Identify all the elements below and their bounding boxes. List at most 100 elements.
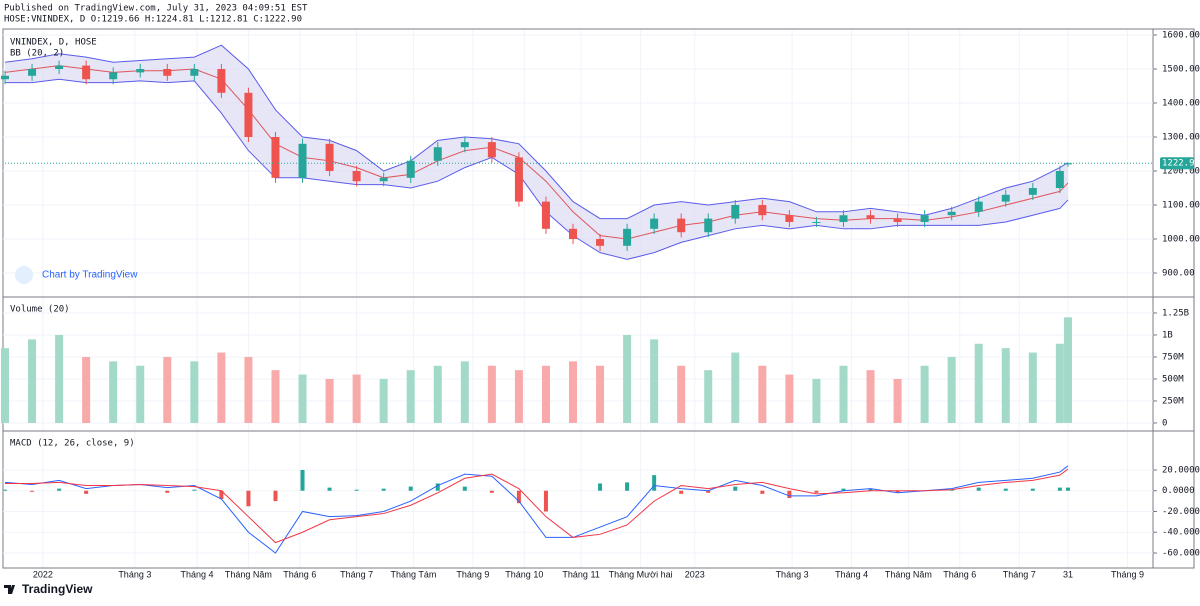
y-tick-label: 1.25B [1162, 308, 1189, 318]
histogram-bar [1057, 487, 1062, 491]
volume-bar [677, 365, 686, 423]
histogram-bar [868, 488, 873, 491]
histogram-bar [516, 490, 521, 504]
histogram-bar [435, 483, 440, 491]
candle-body [974, 201, 983, 212]
candle-body [244, 92, 253, 138]
volume-bar [731, 352, 740, 423]
histogram-bar [1030, 488, 1035, 491]
volume-bar [623, 334, 632, 423]
histogram-bar [543, 490, 548, 512]
y-tick-label: 1600.00 [1162, 30, 1200, 40]
y-tick-label: 1000.00 [1162, 235, 1200, 245]
volume-bar [136, 365, 145, 423]
x-tick-label: 2022 [33, 569, 53, 579]
x-tick-label: Tháng 6 [943, 569, 976, 579]
histogram-bar [273, 490, 278, 502]
y-tick-label: 1300.00 [1162, 133, 1200, 143]
chart-frame [2, 28, 1195, 569]
histogram-bar [760, 490, 765, 494]
volume-bar [190, 361, 199, 423]
histogram-bar [246, 490, 251, 507]
candle-body [785, 215, 794, 223]
volume-bar [596, 365, 605, 423]
volume-bar [1, 348, 9, 423]
published-line: Published on TradingView.com, July 31, 2… [4, 4, 308, 14]
candle-body [136, 69, 145, 73]
candle-body [893, 218, 902, 223]
histogram-bar [814, 490, 819, 493]
volume-bar [1063, 317, 1072, 423]
candle-body [569, 228, 577, 240]
histogram-bar [462, 486, 467, 491]
volume-bar [271, 370, 280, 423]
x-tick-label: Tháng Năm [225, 569, 272, 579]
candle-body [541, 201, 550, 229]
candle-body [271, 137, 280, 178]
y-tick-label: -20.0000 [1162, 507, 1200, 517]
volume-bar [866, 370, 875, 423]
candle-body [109, 72, 118, 80]
candle-body [758, 205, 767, 216]
candle-body [325, 143, 334, 172]
x-tick-label: Tháng 7 [1003, 569, 1036, 579]
y-tick-label: 1B [1162, 330, 1173, 340]
volume-bar [947, 356, 956, 423]
candle-body [55, 65, 64, 70]
x-tick-label: Tháng 11 [562, 569, 599, 579]
histogram-bar [3, 489, 7, 491]
volume-bar [1055, 343, 1064, 423]
band-basis [4, 65, 1069, 240]
histogram-bar [489, 490, 494, 493]
volume-bar [569, 361, 577, 423]
watermark-icon [15, 266, 33, 284]
volume-bar [352, 374, 361, 423]
volume-bar [974, 343, 983, 423]
candle-body [920, 215, 929, 223]
histogram-bar [949, 489, 954, 491]
candle-body [731, 205, 740, 219]
volume-bar [379, 378, 388, 423]
volume-bar [541, 365, 550, 423]
histogram-bar [219, 490, 224, 500]
volume-bar [785, 374, 794, 423]
plot-layer: 2022 Tháng 3 Tháng 4 Tháng Năm Tháng 6 Tháng … [1, 30, 1200, 579]
histogram-bar [300, 469, 305, 491]
y-tick-label: 750M [1162, 352, 1184, 362]
x-tick-label: Tháng 3 [118, 569, 151, 579]
volume-bar [244, 356, 253, 423]
candle-body [82, 65, 91, 80]
candle-body [677, 218, 686, 233]
histogram-bar [1065, 487, 1070, 491]
volume-bar [82, 356, 91, 423]
candle-body [514, 157, 523, 202]
volume-bar [812, 378, 821, 423]
indicator-title: BB (20, 2) [10, 49, 64, 59]
candle-body [1055, 171, 1064, 189]
watermark[interactable]: Chart by TradingView [42, 270, 138, 281]
histogram-bar [84, 490, 89, 494]
histogram-bar [976, 487, 981, 491]
volume-bar [839, 365, 848, 423]
y-tick-label: 1500.00 [1162, 65, 1200, 75]
volume-bar [704, 370, 713, 423]
x-tick-label: Tháng 7 [340, 569, 373, 579]
volume-bar [217, 352, 226, 423]
candle-body [163, 69, 172, 76]
histogram-bar [679, 490, 684, 494]
candle-body [28, 69, 37, 76]
volume-bar [109, 361, 118, 423]
pane-title: MACD (12, 26, close, 9) [10, 439, 135, 449]
volume-bar [650, 339, 659, 423]
last-price-label: 1222.90 [1162, 159, 1200, 169]
x-tick-label: Tháng 6 [283, 569, 316, 579]
volume-bar [514, 370, 523, 423]
y-tick-label: 0 [1162, 418, 1167, 428]
candle-body [812, 222, 821, 224]
candle-body [650, 218, 659, 229]
brand-logo [4, 585, 15, 594]
candle-body [298, 143, 307, 178]
y-tick-label: -40.0000 [1162, 528, 1200, 538]
candle-body [460, 142, 469, 148]
